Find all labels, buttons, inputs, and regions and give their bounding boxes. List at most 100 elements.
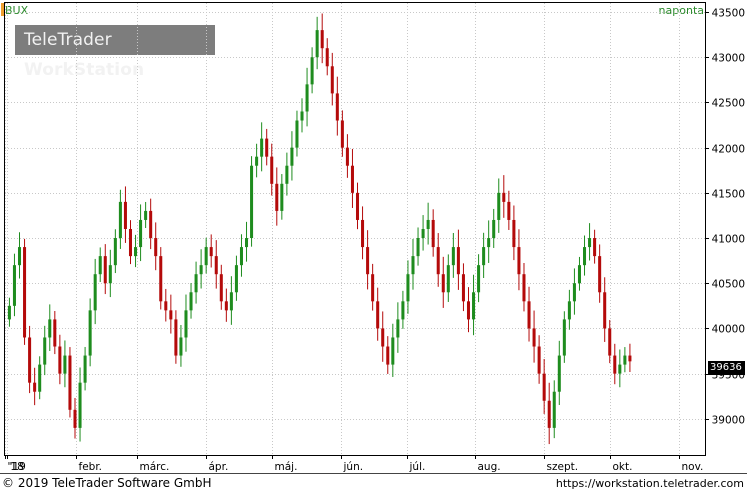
- candle-body: [472, 292, 476, 320]
- candle-body: [134, 247, 138, 257]
- candle-body: [239, 247, 243, 266]
- candle-body: [53, 319, 57, 347]
- candle-body: [17, 247, 22, 266]
- candle-body: [224, 301, 228, 311]
- candle-body: [209, 247, 213, 257]
- candle-body: [245, 238, 249, 248]
- x-tick-label: jún.: [343, 461, 364, 473]
- candle-body: [572, 283, 576, 302]
- candle-body: [169, 310, 173, 320]
- candle-body: [350, 165, 354, 193]
- y-tick-label: 40000: [712, 324, 745, 336]
- candle-body: [512, 219, 516, 248]
- y-tick-label: 39000: [712, 415, 745, 427]
- candle-body: [562, 319, 566, 356]
- candle-body: [149, 210, 153, 239]
- candle-body: [487, 238, 491, 248]
- candle-body: [260, 138, 264, 157]
- candle-body: [431, 219, 435, 248]
- footer-divider: [0, 473, 747, 474]
- candle-body: [542, 373, 546, 401]
- candle-body: [103, 256, 107, 284]
- candle-body: [502, 192, 506, 202]
- candle-body: [623, 355, 627, 365]
- candle-body: [613, 355, 617, 374]
- candle-body: [411, 256, 415, 275]
- candle-body: [189, 292, 193, 311]
- last-value-badge: 39636: [708, 361, 745, 375]
- candle-body: [482, 247, 486, 266]
- candle-body: [517, 247, 521, 275]
- candle-body: [174, 319, 178, 356]
- y-tick-label: 41500: [712, 189, 745, 201]
- candle-body: [144, 210, 148, 220]
- candle-body: [179, 337, 183, 356]
- instrument-label[interactable]: BUX: [5, 4, 29, 17]
- candle-body: [325, 48, 329, 67]
- candle-body: [355, 192, 360, 220]
- footer-url-link[interactable]: https://workstation.teletrader.com: [555, 477, 744, 490]
- candle-body: [118, 201, 122, 239]
- candle-body: [315, 30, 319, 58]
- candle-body: [12, 265, 16, 306]
- candles: [7, 13, 632, 445]
- candle-body: [466, 301, 471, 320]
- candle-body: [83, 355, 87, 383]
- candle-body: [300, 111, 304, 121]
- candle-body: [335, 93, 339, 121]
- candle-body: [477, 265, 481, 293]
- x-tick-label: szept.: [547, 461, 579, 473]
- candle-body: [406, 274, 410, 302]
- candle-body: [113, 238, 117, 266]
- candle-body: [396, 319, 400, 338]
- candle-body: [108, 265, 112, 284]
- x-tick-label: ápr.: [209, 461, 229, 473]
- candle-body: [194, 274, 198, 293]
- candle-body: [28, 337, 32, 383]
- candle-body: [164, 301, 168, 311]
- candle-body: [23, 247, 27, 338]
- candle-body: [340, 120, 344, 148]
- candle-body: [391, 337, 395, 365]
- candle-body: [43, 337, 47, 365]
- candle-body: [386, 346, 390, 365]
- watermark-regular: TeleTrader: [24, 30, 112, 50]
- y-tick-label: 43000: [712, 53, 745, 65]
- candle-body: [310, 57, 314, 85]
- candle-body: [63, 355, 67, 374]
- candle-body: [330, 66, 334, 94]
- candle-body: [527, 301, 531, 329]
- x-tick-label: '19: [10, 461, 26, 473]
- candle-body: [361, 219, 365, 248]
- grid-lines: [5, 3, 705, 455]
- candle-body: [552, 391, 556, 428]
- x-tick-label: okt.: [613, 461, 633, 473]
- candle-body: [320, 30, 324, 49]
- candle-body: [618, 364, 622, 374]
- period-label[interactable]: naponta: [658, 4, 704, 17]
- candle-body: [381, 328, 385, 347]
- candle-body: [557, 355, 561, 392]
- candle-body: [7, 305, 11, 320]
- x-tick-label: máj.: [275, 461, 298, 473]
- candle-body: [537, 346, 541, 374]
- candle-body: [255, 156, 259, 166]
- candle-body: [250, 165, 254, 239]
- y-tick-label: 42500: [712, 98, 745, 110]
- x-tick-label: nov.: [682, 461, 704, 473]
- y-tick-label: 42000: [712, 144, 745, 156]
- x-tick-label: '18: [8, 461, 24, 473]
- candle-body: [598, 256, 602, 293]
- candle-body: [159, 256, 163, 302]
- candle-body: [214, 256, 218, 275]
- instrument-marker: [1, 3, 4, 16]
- candle-body: [184, 310, 188, 338]
- candle-body: [426, 219, 430, 229]
- watermark-logo: TeleTrader WorkStation: [15, 25, 215, 80]
- candle-body: [128, 229, 133, 257]
- candle-body: [98, 256, 102, 275]
- candle-body: [73, 409, 77, 428]
- candle-body: [88, 310, 92, 356]
- candle-body: [33, 382, 37, 392]
